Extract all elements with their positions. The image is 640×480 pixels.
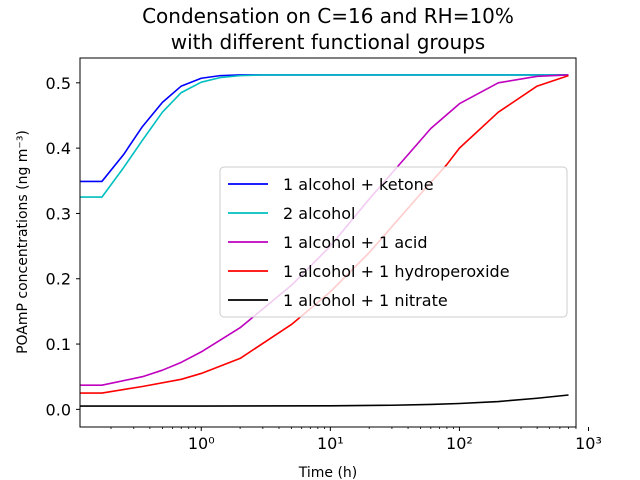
y-tick-label: 0.4: [46, 139, 71, 158]
y-tick-label: 0.0: [46, 400, 71, 419]
y-axis-label: POAmP concentrations (ng m⁻³): [15, 130, 31, 354]
x-axis-label: Time (h): [298, 465, 358, 480]
y-tick-label: 0.2: [46, 270, 71, 289]
legend-label-4: 1 alcohol + 1 hydroperoxide: [283, 262, 510, 281]
legend-label-1: 1 alcohol + ketone: [283, 175, 434, 194]
legend-label-3: 1 alcohol + 1 acid: [283, 233, 428, 252]
legend-box: [219, 166, 568, 318]
x-tick-label: 10⁰: [188, 434, 215, 453]
series-line-5: [80, 394, 569, 407]
axis-ticks: 10⁰ 10¹ 10² 10³ 0.0 0.1 0.2 0.3 0.4 0.5: [46, 74, 602, 453]
y-tick-label: 0.3: [46, 204, 71, 223]
x-tick-label: 10³: [575, 434, 602, 453]
legend-label-2: 2 alcohol: [283, 204, 355, 223]
series-line-2: [80, 74, 569, 198]
x-tick-label: 10¹: [317, 434, 344, 453]
series-line-1: [80, 74, 569, 183]
y-tick-label: 0.1: [46, 335, 71, 354]
chart-title-line-1: Condensation on C=16 and RH=10%: [142, 4, 514, 28]
y-tick-label: 0.5: [46, 74, 71, 93]
legend: 1 alcohol + ketone 2 alcohol 1 alcohol + 1…: [219, 166, 568, 318]
legend-label-5: 1 alcohol + 1 nitrate: [283, 291, 448, 310]
chart-title-line-2: with different functional groups: [171, 30, 485, 54]
plot-frame: [79, 57, 577, 428]
x-tick-label: 10²: [446, 434, 473, 453]
